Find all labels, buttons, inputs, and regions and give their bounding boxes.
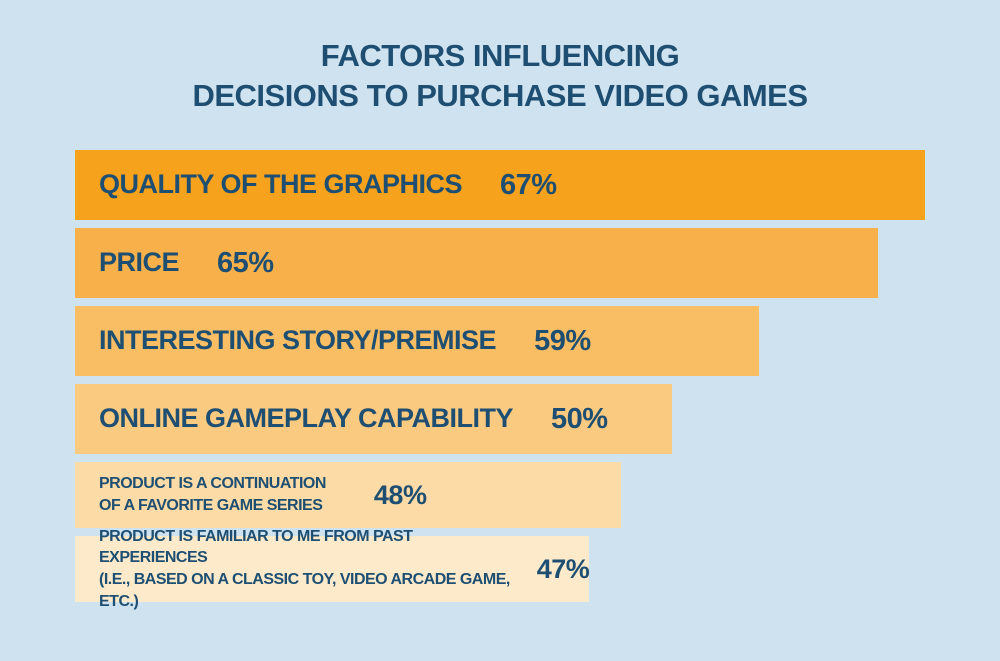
- bar-price: PRICE 65%: [75, 228, 879, 298]
- bar-row: PRODUCT IS FAMILIAR TO ME FROM PAST EXPE…: [75, 528, 925, 610]
- bar-quality-of-graphics: QUALITY OF THE GRAPHICS 67%: [75, 150, 925, 220]
- bar-label: PRODUCT IS A CONTINUATION OF A FAVORITE …: [99, 475, 326, 514]
- bar-chart: QUALITY OF THE GRAPHICS 67% PRICE 65% IN…: [75, 150, 925, 610]
- bar-row: QUALITY OF THE GRAPHICS 67%: [75, 150, 925, 220]
- chart-title-line2: DECISIONS TO PURCHASE VIDEO GAMES: [192, 78, 808, 114]
- bar-value: 48%: [373, 479, 427, 510]
- bar-online-gameplay: ONLINE GAMEPLAY CAPABILITY 50%: [75, 384, 672, 454]
- bar-label: INTERESTING STORY/PREMISE: [99, 325, 497, 356]
- bar-value: 65%: [217, 246, 274, 279]
- bar-row: INTERESTING STORY/PREMISE 59%: [75, 306, 925, 376]
- bar-value: 59%: [534, 324, 591, 357]
- bar-value: 50%: [551, 402, 608, 435]
- bar-value: 47%: [536, 553, 590, 584]
- chart-title: FACTORS INFLUENCING DECISIONS TO PURCHAS…: [0, 36, 1000, 117]
- bar-familiar-from-past: PRODUCT IS FAMILIAR TO ME FROM PAST EXPE…: [75, 528, 590, 610]
- bar-label: PRICE: [99, 247, 180, 278]
- bar-label: QUALITY OF THE GRAPHICS: [99, 169, 463, 200]
- chart-title-line1: FACTORS INFLUENCING: [320, 38, 680, 73]
- bar-continuation-of-series: PRODUCT IS A CONTINUATION OF A FAVORITE …: [75, 462, 621, 528]
- bar-interesting-story: INTERESTING STORY/PREMISE 59%: [75, 306, 760, 376]
- bar-label: ONLINE GAMEPLAY CAPABILITY: [99, 403, 514, 434]
- bar-label: PRODUCT IS FAMILIAR TO ME FROM PAST EXPE…: [99, 527, 510, 610]
- bar-row: PRICE 65%: [75, 228, 925, 298]
- bar-row: PRODUCT IS A CONTINUATION OF A FAVORITE …: [75, 462, 925, 528]
- bar-row: ONLINE GAMEPLAY CAPABILITY 50%: [75, 384, 925, 454]
- bar-value: 67%: [500, 168, 557, 201]
